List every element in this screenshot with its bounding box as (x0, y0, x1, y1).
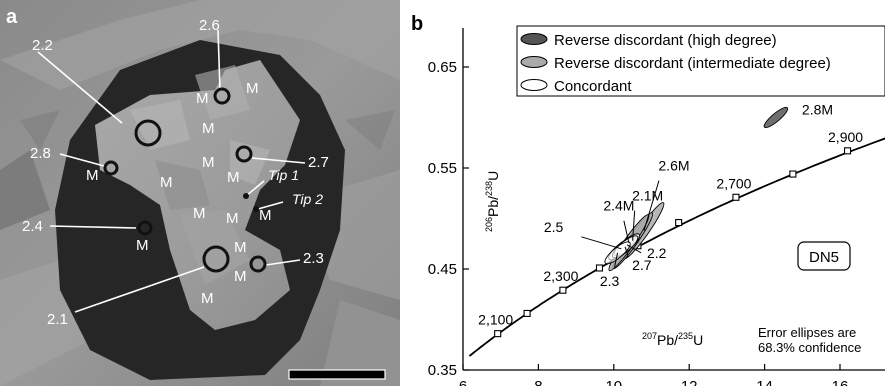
panel-a-label: a (6, 6, 18, 28)
concordia-age-marker (732, 193, 740, 201)
y-tick-label: 0.65 (428, 59, 457, 76)
cl-image-panel: a 2.2 2.6 2.8 2.7 2.4 2.3 2.1 M M M M M … (0, 0, 400, 386)
concordia-age-marker (523, 309, 531, 317)
metamict-label: M (196, 90, 209, 107)
metamict-label: M (160, 174, 173, 191)
spot-label-2.4: 2.4 (22, 218, 43, 235)
axes (462, 28, 885, 371)
x-tick-label: 12 (681, 378, 698, 386)
spot-circle (137, 220, 153, 236)
metamict-label: M (259, 207, 272, 224)
metamict-label: M (136, 237, 149, 254)
point-label: 2.1M (632, 188, 663, 204)
metamict-label: M (86, 167, 99, 184)
spot-label-2.8: 2.8 (30, 145, 51, 162)
legend: Reverse discordant (high degree) Reverse… (516, 25, 885, 97)
legend-swatch-high (520, 33, 548, 45)
spot-label-2.2: 2.2 (32, 37, 53, 54)
point-leader (581, 236, 622, 250)
concordia-age-marker (595, 264, 604, 272)
x-tick-label: 8 (534, 378, 542, 386)
concordia-age-label: 2,300 (543, 268, 578, 284)
ellipse-2.8M (763, 106, 789, 129)
error-annotation-box: Error ellipses are 68.3% confidence (758, 325, 862, 355)
legend-label-concordant: Concordant (554, 78, 632, 95)
concordia-age-label: 2,100 (478, 312, 513, 328)
spot-label-2.6: 2.6 (199, 17, 220, 34)
point-leader (623, 220, 630, 243)
sample-box (797, 241, 851, 271)
concordia-age-marker (559, 286, 567, 294)
x-axis-label: 207Pb/235U (642, 331, 703, 348)
legend-label-high: Reverse discordant (high degree) (554, 32, 777, 49)
panel-b-label: b (411, 13, 423, 35)
metamict-label: M (202, 154, 215, 171)
metamict-label: M (202, 120, 215, 137)
concordia-age-marker (843, 147, 852, 155)
x-tick-label: 10 (605, 378, 622, 386)
point-label: 2.7 (632, 257, 652, 273)
metamict-label: M (227, 169, 240, 186)
point-leader (626, 244, 642, 254)
tip-1-marker (243, 193, 249, 199)
legend-swatch-concordant (520, 79, 548, 91)
x-tick-label: 14 (756, 378, 773, 386)
spot-circle (134, 119, 162, 147)
tip-2-marker (253, 206, 259, 212)
spot-label-2.1: 2.1 (47, 311, 68, 328)
spot-label-2.7: 2.7 (308, 154, 329, 171)
point-leader (632, 210, 636, 241)
spot-circle (235, 145, 253, 163)
metamict-label: M (193, 205, 206, 222)
metamict-label: M (201, 290, 214, 307)
legend-swatch-intermediate (520, 56, 548, 68)
metamict-label: M (234, 268, 247, 285)
point-leader (624, 246, 629, 257)
y-axis-label: 206Pb/238U (484, 171, 501, 232)
spot-circle (249, 255, 267, 273)
y-tick-label: 0.55 (428, 160, 457, 177)
error-annotation: Error ellipses are 68.3% confidence (758, 325, 862, 355)
metamict-label: M (246, 80, 259, 97)
concordia-chart: b 68101214160.350.450.550.65 206Pb/238U … (411, 13, 885, 391)
concordia-age-marker (675, 218, 683, 227)
x-tick-label: 6 (459, 378, 467, 386)
spot-label-2.3: 2.3 (303, 250, 324, 267)
point-leader (614, 252, 619, 267)
concordia-curve (468, 137, 885, 357)
leader-lines (37, 29, 306, 313)
point-label: 2.6M (658, 158, 689, 174)
point-label: 2.2 (647, 245, 667, 261)
concordia-age-marker (494, 330, 502, 338)
concordia-age-label: 2,900 (828, 129, 863, 145)
point-label: 2.4M (603, 198, 634, 214)
concordia-age-label: 2,700 (716, 175, 751, 191)
x-tick-label: 16 (832, 378, 849, 386)
tip-1-label: Tip 1 (268, 167, 299, 183)
spot-circle (202, 245, 230, 273)
point-label: 2.3 (600, 273, 620, 289)
spot-circle (213, 87, 231, 105)
metamict-label: M (234, 239, 247, 256)
y-tick-label: 0.45 (428, 261, 457, 278)
point-label: 2.8M (802, 102, 833, 118)
point-leader (643, 180, 660, 231)
scale-bar (289, 370, 385, 379)
concordia-panel: b 68101214160.350.450.550.65 206Pb/238U … (400, 0, 885, 391)
y-tick-label: 0.35 (428, 362, 457, 379)
analysis-spots (103, 87, 267, 273)
sample-label: DN5 (809, 249, 839, 266)
tip-2-label: Tip 2 (292, 191, 323, 207)
legend-box (516, 25, 885, 97)
point-label: 2.5 (544, 219, 564, 235)
cl-image: a 2.2 2.6 2.8 2.7 2.4 2.3 2.1 M M M M M … (0, 0, 400, 386)
spot-circle (103, 160, 119, 176)
concordia-age-marker (789, 170, 797, 178)
metamict-label: M (226, 210, 239, 227)
legend-label-intermediate: Reverse discordant (intermediate degree) (554, 55, 831, 72)
